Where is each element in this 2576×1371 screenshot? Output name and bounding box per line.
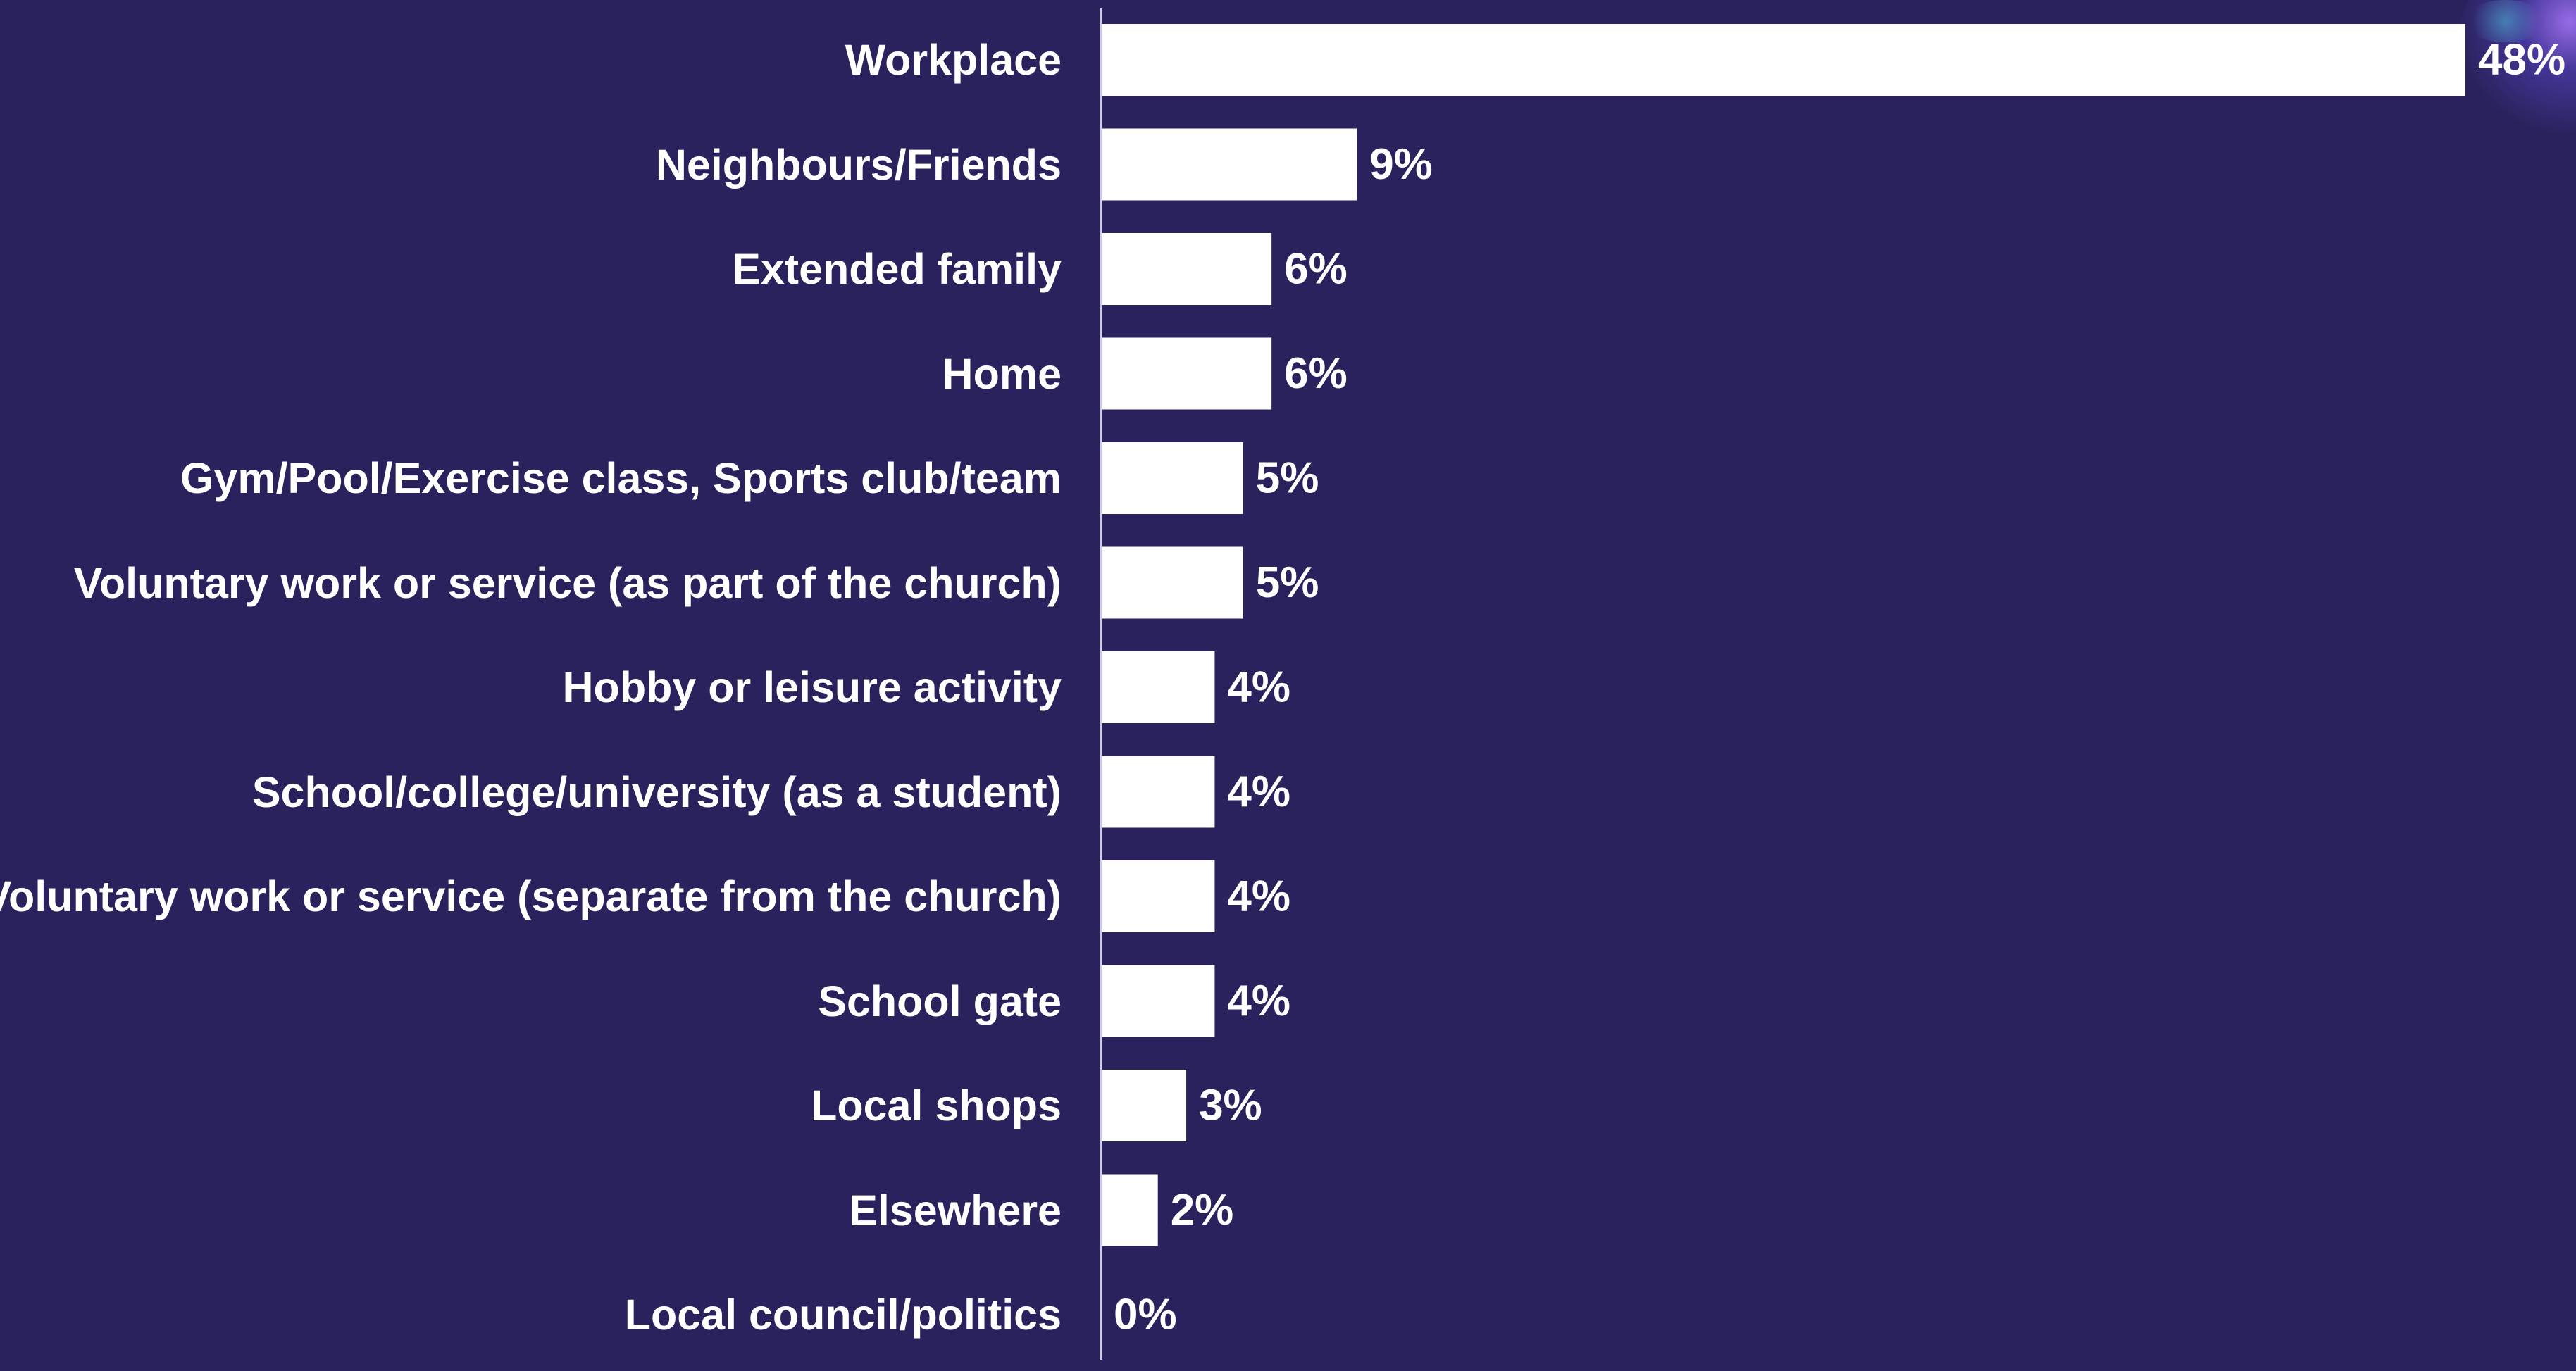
data-label: 48% [2478, 36, 2565, 84]
data-label: 6% [1284, 245, 1348, 294]
decorative-glow-accent [2463, 0, 2548, 42]
bar [1101, 651, 1215, 723]
category-label: Hobby or leisure activity [562, 663, 1062, 711]
category-label: Gym/Pool/Exercise class, Sports club/tea… [180, 454, 1062, 502]
category-label: Voluntary work or service (separate from… [0, 872, 1062, 920]
bar [1101, 1070, 1187, 1141]
bar [1101, 233, 1272, 305]
bar [1101, 24, 2465, 96]
data-label: 3% [1199, 1082, 1262, 1130]
bar [1101, 442, 1243, 514]
data-label: 4% [1227, 872, 1290, 921]
bar [1101, 756, 1215, 828]
bar [1101, 337, 1272, 410]
data-label: 2% [1171, 1186, 1234, 1234]
category-label: Workplace [845, 36, 1062, 84]
data-label: 4% [1227, 663, 1290, 712]
category-label: Home [942, 349, 1062, 398]
data-label: 5% [1256, 558, 1319, 607]
category-label: Elsewhere [849, 1186, 1062, 1234]
data-label: 6% [1284, 349, 1348, 398]
category-label: Voluntary work or service (as part of th… [73, 558, 1062, 607]
category-label: Local shops [811, 1082, 1062, 1129]
data-label: 0% [1114, 1291, 1177, 1339]
data-label: 4% [1227, 768, 1290, 816]
bar [1101, 1174, 1158, 1246]
category-label: Extended family [732, 245, 1062, 293]
category-label: School/college/university (as a student) [251, 768, 1062, 816]
category-label: Local council/politics [624, 1291, 1062, 1339]
category-label: Neighbours/Friends [655, 140, 1062, 189]
data-label: 9% [1369, 140, 1433, 189]
value-labels-group: 48% 9% 6% 6% 5% 5% 4% 4% 4% 4% 3% 2% 0% [1114, 36, 2565, 1339]
bar [1101, 128, 1357, 201]
category-label: School gate [818, 977, 1062, 1025]
data-label: 5% [1256, 454, 1319, 503]
bars-group [1101, 24, 2465, 1246]
data-label: 4% [1227, 977, 1290, 1025]
bar [1101, 860, 1215, 932]
bar [1101, 546, 1243, 619]
bar [1101, 965, 1215, 1037]
